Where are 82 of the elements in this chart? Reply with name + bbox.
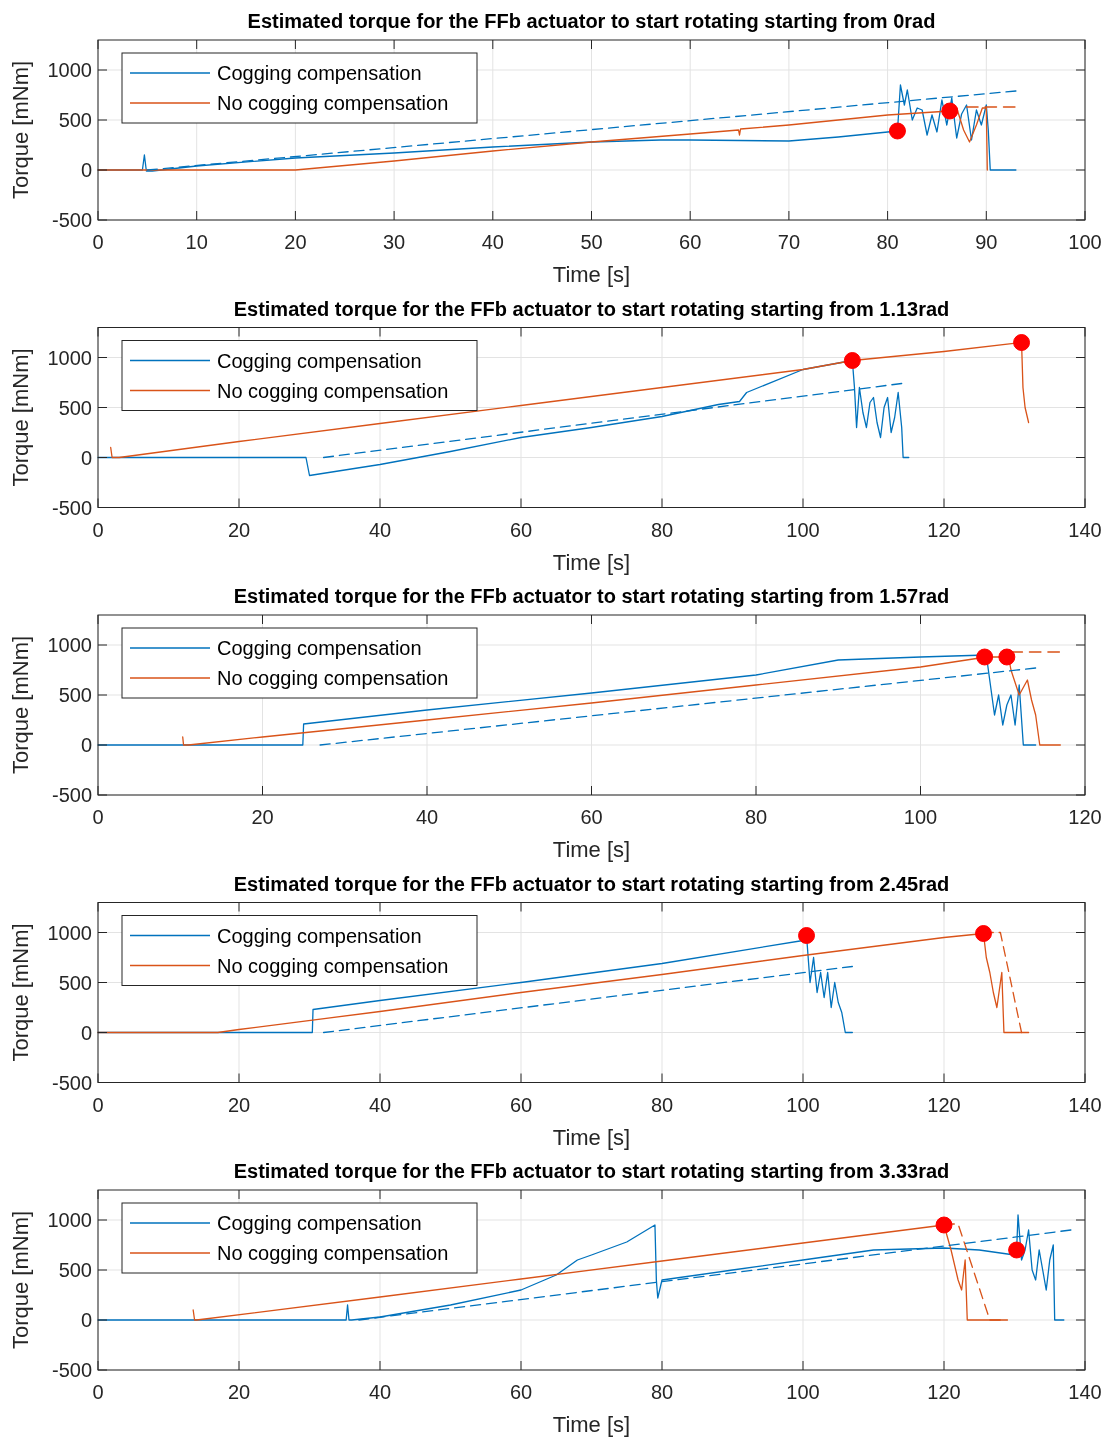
- chart-title: Estimated torque for the FFb actuator to start rotating starting from 1.13rad: [233, 297, 950, 320]
- y-tick-label: -500: [51, 1359, 92, 1381]
- x-tick-label: 40: [368, 518, 392, 541]
- y-tick-label: 1000: [47, 346, 92, 369]
- x-tick-label: 10: [185, 231, 208, 253]
- legend-label: No cogging compensation: [217, 1242, 449, 1264]
- x-axis-title: Time [s]: [552, 1124, 631, 1150]
- x-tick-label: 20: [227, 1381, 251, 1403]
- x-tick-label: 60: [509, 1381, 533, 1403]
- y-tick-label: -500: [51, 209, 92, 231]
- x-axis-title: Time [s]: [552, 1412, 631, 1437]
- x-tick-label: 20: [251, 806, 274, 828]
- y-tick-label: 1000: [47, 634, 92, 656]
- y-tick-label: 0: [80, 734, 92, 756]
- x-tick-label: 20: [227, 1093, 251, 1116]
- x-tick-label: 140: [1068, 1381, 1102, 1403]
- x-tick-label: 30: [382, 231, 406, 253]
- y-tick-label: 500: [58, 1259, 92, 1281]
- legend-label: Cogging compensation: [217, 1212, 422, 1234]
- x-tick-label: 60: [509, 518, 533, 541]
- x-tick-label: 100: [786, 1381, 820, 1403]
- x-axis-title: Time [s]: [552, 549, 631, 575]
- chart-title: Estimated torque for the FFb actuator to start rotating starting from 2.45rad: [233, 872, 950, 895]
- x-tick-label: 50: [580, 231, 603, 253]
- legend-label: Cogging compensation: [217, 637, 422, 659]
- x-tick-label: 90: [975, 231, 998, 253]
- legend-label: No cogging compensation: [217, 379, 449, 402]
- x-axis-title: Time [s]: [552, 262, 631, 287]
- x-tick-label: 40: [415, 806, 439, 828]
- y-tick-label: -500: [51, 496, 92, 519]
- x-tick-label: 80: [650, 1093, 674, 1116]
- y-tick-label: 500: [58, 684, 92, 706]
- y-tick-label: 1000: [47, 921, 92, 944]
- chart-title: Estimated torque for the FFb actuator to start rotating starting from 0rad: [247, 10, 936, 32]
- x-tick-label: 100: [786, 1093, 820, 1116]
- legend-label: No cogging compensation: [217, 667, 449, 689]
- legend-label: No cogging compensation: [217, 92, 449, 114]
- x-tick-label: 100: [1068, 231, 1102, 253]
- y-tick-label: 0: [80, 1309, 92, 1331]
- x-tick-label: 140: [1068, 1093, 1102, 1116]
- y-tick-label: 500: [58, 109, 92, 131]
- y-tick-label: -500: [51, 1071, 92, 1094]
- x-tick-label: 120: [1068, 806, 1102, 828]
- x-tick-label: 40: [368, 1093, 392, 1116]
- x-tick-label: 60: [509, 1093, 533, 1116]
- chart-title: Estimated torque for the FFb actuator to start rotating starting from 1.57rad: [233, 585, 950, 607]
- legend-label: Cogging compensation: [217, 349, 422, 372]
- x-tick-label: 80: [876, 231, 899, 253]
- chart-title: Estimated torque for the FFb actuator to start rotating starting from 3.33rad: [233, 1160, 950, 1182]
- x-tick-label: 60: [679, 231, 702, 253]
- x-tick-label: 40: [368, 1381, 392, 1403]
- y-axis-title: Torque [mNm]: [8, 348, 33, 487]
- x-tick-label: 120: [927, 1381, 961, 1403]
- x-tick-label: 80: [650, 518, 674, 541]
- y-tick-label: 0: [80, 1021, 92, 1044]
- y-tick-label: 1000: [47, 1209, 92, 1231]
- x-tick-label: 20: [227, 518, 251, 541]
- x-tick-label: 100: [786, 518, 820, 541]
- y-axis-title: Torque [mNm]: [8, 635, 33, 775]
- legend-label: Cogging compensation: [217, 924, 422, 947]
- x-tick-label: 70: [777, 231, 801, 253]
- x-tick-label: 80: [744, 806, 768, 828]
- y-tick-label: 500: [58, 971, 92, 994]
- x-tick-label: 80: [650, 1381, 674, 1403]
- x-tick-label: 20: [284, 231, 307, 253]
- x-tick-label: 60: [580, 806, 603, 828]
- y-tick-label: 0: [80, 159, 92, 181]
- y-tick-label: 0: [80, 446, 92, 469]
- y-axis-title: Torque [mNm]: [8, 60, 33, 200]
- x-tick-label: 120: [927, 1093, 961, 1116]
- x-tick-label: 40: [481, 231, 504, 253]
- x-axis-title: Time [s]: [552, 837, 631, 862]
- y-tick-label: 500: [58, 396, 92, 419]
- x-tick-label: 140: [1068, 518, 1102, 541]
- y-axis-title: Torque [mNm]: [8, 1210, 33, 1350]
- legend-label: No cogging compensation: [217, 954, 449, 977]
- x-tick-label: 120: [927, 518, 961, 541]
- y-tick-label: 1000: [47, 59, 92, 81]
- y-axis-title: Torque [mNm]: [8, 923, 33, 1062]
- x-tick-label: 100: [903, 806, 938, 828]
- legend-label: Cogging compensation: [217, 62, 422, 84]
- y-tick-label: -500: [51, 784, 92, 806]
